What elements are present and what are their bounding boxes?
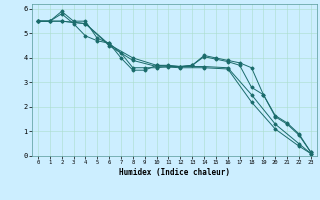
X-axis label: Humidex (Indice chaleur): Humidex (Indice chaleur) <box>119 168 230 177</box>
